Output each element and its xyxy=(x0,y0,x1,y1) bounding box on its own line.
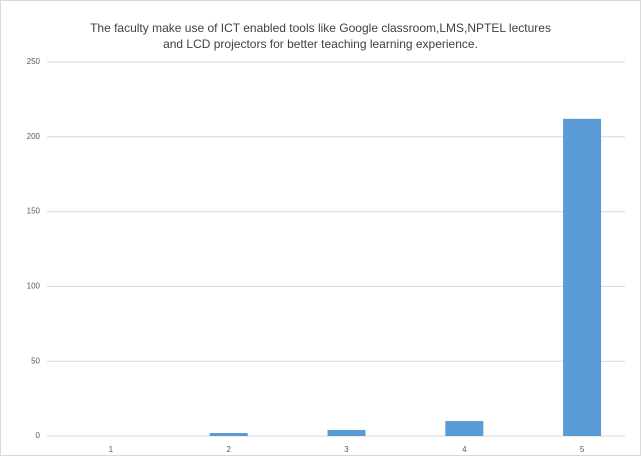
y-tick-label: 0 xyxy=(36,431,41,440)
x-tick-label: 1 xyxy=(109,445,114,454)
bar xyxy=(563,118,602,437)
y-tick-label: 50 xyxy=(31,356,40,365)
y-tick-label: 100 xyxy=(27,282,41,291)
bar xyxy=(327,430,366,436)
y-tick-label: 250 xyxy=(27,57,41,66)
y-tick-label: 200 xyxy=(27,132,41,141)
bar xyxy=(209,433,248,436)
y-tick-label: 150 xyxy=(27,207,41,216)
chart-title: The faculty make use of ICT enabled tool… xyxy=(90,21,551,51)
x-tick-label: 3 xyxy=(344,445,349,454)
x-tick-label: 5 xyxy=(580,445,585,454)
x-tick-label: 2 xyxy=(226,445,231,454)
x-tick-label: 4 xyxy=(462,445,467,454)
bar xyxy=(445,421,484,436)
